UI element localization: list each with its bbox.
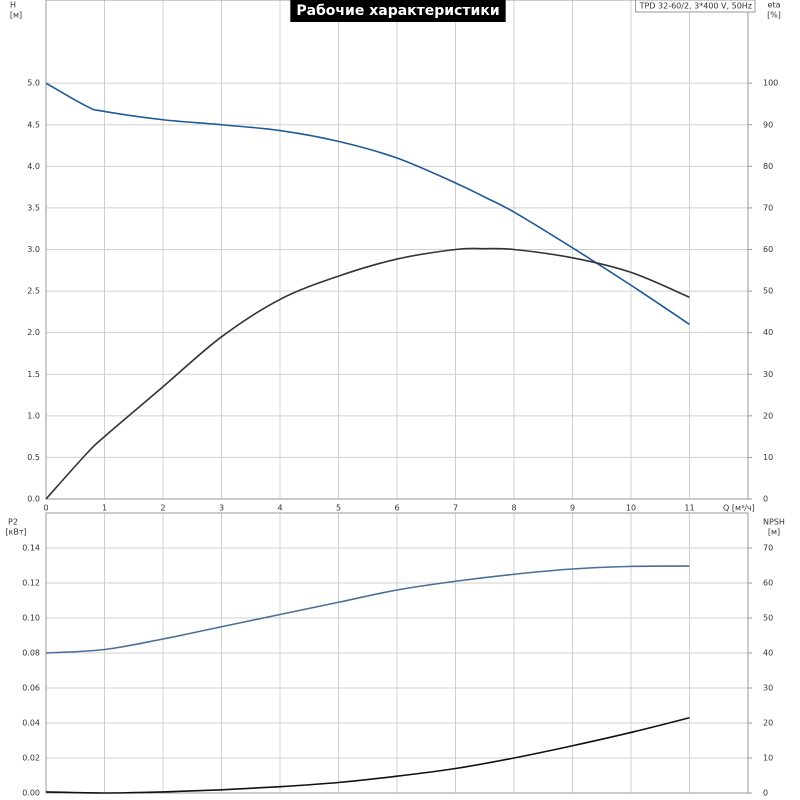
y2-axis-unit: [%] [767,11,781,20]
y-tick-label: 0.06 [22,684,40,693]
plot-frame [45,0,749,500]
y-tick-label: 5.0 [27,79,40,88]
y-axis-label: H [10,1,16,10]
series-line [45,82,690,326]
title-box [290,0,506,22]
y-tick-label: 0.5 [27,453,40,462]
y-axis-unit: [кВт] [5,528,26,537]
y2-tick-label: 80 [763,162,773,171]
y2-tick-label: 0 [763,789,768,798]
y2-tick-label: 40 [763,328,773,337]
y2-axis-label: NPSH [763,518,785,527]
y2-tick-label: 100 [763,79,778,88]
series-line [45,247,690,500]
y2-tick-label: 40 [763,649,773,658]
y-tick-label: 0.12 [22,579,40,588]
series-line [45,565,690,654]
x-tick-label: 1 [102,504,107,513]
y-tick-label: 4.5 [27,120,40,129]
y2-tick-label: 20 [763,411,773,420]
y2-tick-label: 0 [763,495,768,504]
y-tick-label: 0.14 [22,544,40,553]
y-tick-label: 2.0 [27,328,40,337]
x-axis-label: Q [м³/ч] [723,504,755,513]
y2-tick-label: 60 [763,579,773,588]
x-tick-label: 7 [453,504,458,513]
y2-tick-label: 20 [763,719,773,728]
y2-tick-label: 60 [763,245,773,254]
y-tick-label: 0.02 [22,754,40,763]
x-tick-label: 11 [684,504,694,513]
y-tick-label: 1.5 [27,370,40,379]
x-tick-label: 8 [511,504,516,513]
y2-tick-label: 50 [763,287,773,296]
x-tick-label: 5 [336,504,341,513]
y-axis-label: P2 [8,518,18,527]
y-tick-label: 4.0 [27,162,40,171]
series-line [45,716,690,794]
y2-tick-label: 70 [763,544,773,553]
y-tick-label: 0.0 [27,495,40,504]
x-tick-label: 2 [160,504,165,513]
y-tick-label: 2.5 [27,287,40,296]
y2-tick-label: 50 [763,614,773,623]
y2-tick-label: 70 [763,203,773,212]
y-tick-label: 0.08 [22,649,40,658]
x-tick-label: 9 [570,504,575,513]
y2-tick-label: 30 [763,370,773,379]
x-tick-label: 3 [219,504,224,513]
y-tick-label: 3.5 [27,203,40,212]
y-tick-label: 1.0 [27,411,40,420]
y-axis-unit: [м] [10,11,22,20]
model-box [635,0,756,13]
x-tick-label: 6 [394,504,399,513]
y-tick-label: 3.0 [27,245,40,254]
model-label: TPD 32-60/2, 3*400 V, 50Hz [639,2,752,11]
y2-axis-unit: [м] [768,528,780,537]
y2-axis-label: eta [768,1,781,10]
x-tick-label: 0 [43,504,48,513]
y-tick-label: 0.10 [22,614,40,623]
y-tick-label: 0.00 [22,789,40,798]
x-tick-label: 10 [626,504,636,513]
y-tick-label: 0.04 [22,719,40,728]
chart-title: Рабочие характеристики [296,3,499,19]
y2-tick-label: 90 [763,120,773,129]
y2-tick-label: 10 [763,453,773,462]
y2-tick-label: 30 [763,684,773,693]
y2-tick-label: 10 [763,754,773,763]
x-tick-label: 4 [277,504,282,513]
